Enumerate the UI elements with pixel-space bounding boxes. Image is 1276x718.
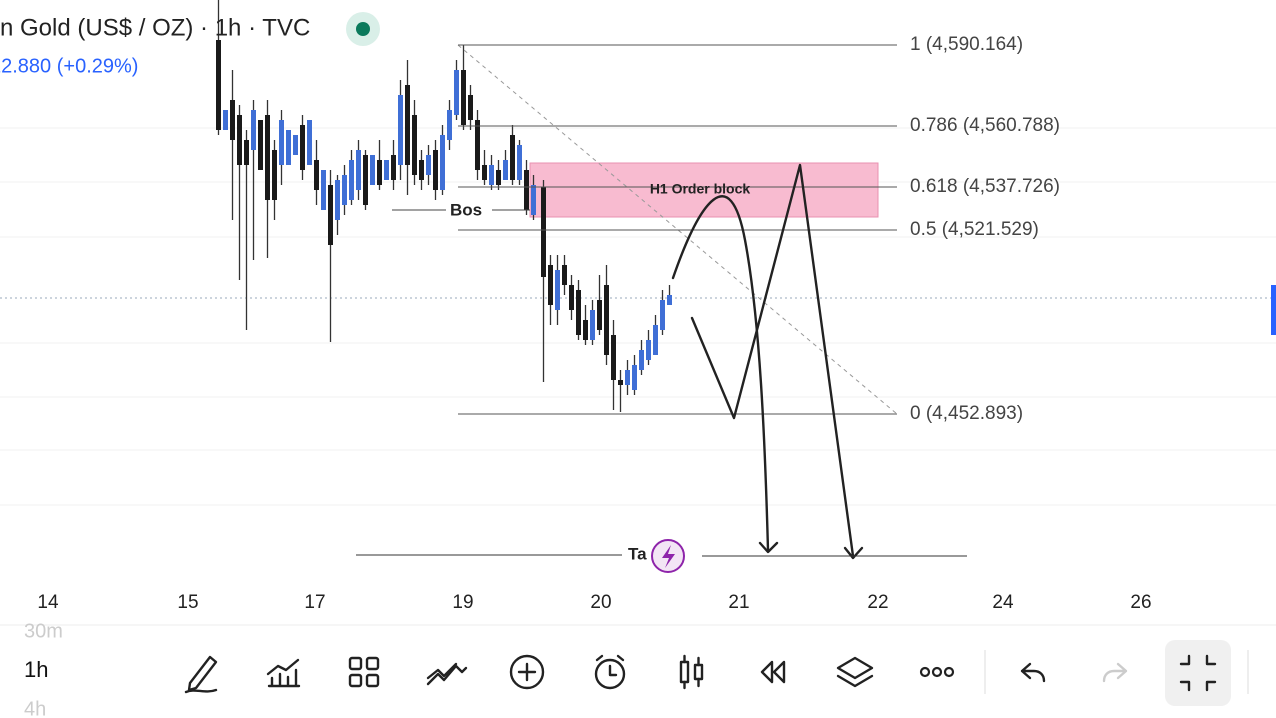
x-axis-label: 20 (590, 592, 611, 613)
timeframe-next[interactable]: 4h (24, 698, 46, 718)
symbol-title: n Gold (US$ / OZ) · 1h · TVC (0, 14, 310, 41)
status-dot (356, 22, 370, 36)
fib-level-label: 0.5 (4,521.529) (910, 219, 1039, 240)
lightning (662, 545, 675, 568)
fullscreen-button[interactable] (1165, 640, 1231, 706)
bar-style[interactable] (679, 654, 704, 690)
price-change: 12.880 (+0.29%) (0, 55, 138, 77)
bos-label: Bos (450, 200, 482, 219)
replay[interactable] (760, 660, 786, 684)
projection-zigzag (690, 163, 855, 558)
arrow-head (843, 546, 864, 560)
fib-level-label: 0.786 (4,560.788) (910, 115, 1060, 136)
timeframe-current[interactable]: 1h (24, 657, 48, 682)
order-block-label: H1 Order block (650, 181, 751, 197)
add[interactable] (509, 654, 545, 690)
x-axis: 14 15 17 19 20 21 22 24 26 (37, 592, 1151, 613)
layers[interactable] (836, 656, 874, 688)
arrow-head (758, 541, 779, 554)
grid (0, 127, 1276, 506)
price-marker (1271, 285, 1276, 335)
toolbar: 30m 1h 4h (24, 620, 1249, 718)
x-axis-label: 26 (1130, 592, 1151, 613)
x-axis-label: 21 (728, 592, 749, 613)
fib-level-label: 1 (4,590.164) (910, 34, 1023, 55)
bull-candles (223, 70, 672, 390)
x-axis-label: 14 (37, 592, 59, 613)
redo[interactable] (1102, 662, 1128, 683)
fib-retracement: 1 (4,590.164) 0.786 (4,560.788) 0.618 (4,5… (458, 34, 1060, 424)
projection-curve (671, 195, 770, 552)
exit-fullscreen (1179, 654, 1217, 692)
x-axis-label: 15 (177, 592, 198, 613)
target-label: Ta (628, 544, 647, 563)
draw-tool[interactable] (184, 655, 218, 694)
x-axis-label: 17 (304, 592, 325, 613)
layouts[interactable] (348, 656, 380, 688)
x-axis-label: 24 (992, 592, 1014, 613)
order-block (529, 162, 879, 218)
indicators[interactable] (266, 658, 301, 688)
fib-level-label: 0 (4,452.893) (910, 403, 1023, 424)
x-axis-label: 22 (867, 592, 888, 613)
bear-candles (216, 40, 623, 385)
patterns[interactable] (426, 662, 468, 686)
x-axis-label: 19 (452, 592, 473, 613)
undo[interactable] (1020, 662, 1046, 683)
timeframe-prev[interactable]: 30m (24, 620, 63, 642)
fib-level-label: 0.618 (4,537.726) (910, 176, 1060, 197)
more[interactable] (919, 666, 955, 678)
alert[interactable] (594, 654, 626, 690)
